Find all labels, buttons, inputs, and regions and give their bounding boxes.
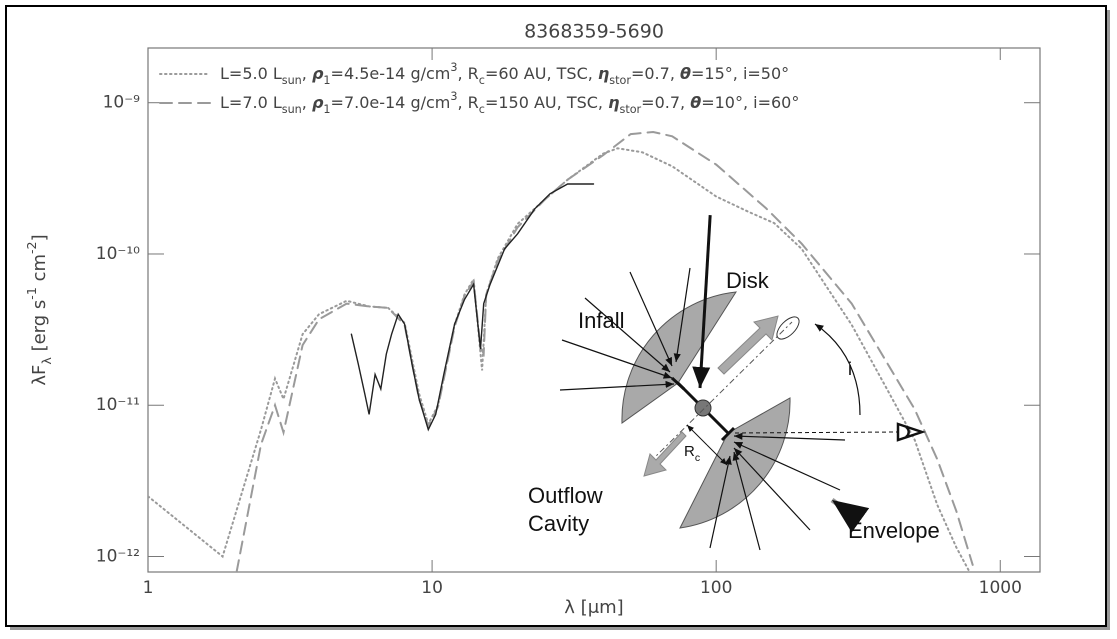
text-segment: =0.7, <box>631 64 680 83</box>
outflow-label: Outflow <box>528 483 603 508</box>
x-tick-label: 1 <box>143 578 154 598</box>
y-tick-label: 10⁻¹⁰ <box>96 244 140 264</box>
y-axis-label: λFλ [erg s-1 cm-2] <box>24 234 54 385</box>
text-segment: c <box>479 103 485 116</box>
text-segment: θ <box>690 93 701 112</box>
text-segment: -2 <box>24 241 39 254</box>
text-segment: , R <box>458 93 479 112</box>
text-segment: ] <box>29 234 50 241</box>
text-segment: λF <box>29 365 50 386</box>
x-tick-label: 1000 <box>979 578 1022 598</box>
frame <box>5 5 1107 627</box>
text-segment: 3 <box>450 61 457 74</box>
line-of-sight <box>734 431 899 434</box>
text-segment: =7.0e-14 g/cm <box>331 93 451 112</box>
star <box>694 399 712 417</box>
text-segment: c <box>695 452 700 464</box>
text-segment: L=7.0 L <box>220 93 282 112</box>
inclination-arc <box>814 323 861 416</box>
text-segment: η <box>608 93 619 112</box>
diagram: Infall Disk i Rc Outflow Cavity Envelope <box>528 215 940 551</box>
text-segment: 1 <box>323 103 330 116</box>
infall-label: Infall <box>578 308 624 333</box>
y-tick-label: 10⁻¹² <box>96 547 140 567</box>
text-segment: , <box>302 93 312 112</box>
envelope-lobe <box>679 397 791 529</box>
disk-edge <box>720 426 736 442</box>
infall-arrows <box>559 267 846 551</box>
legend-label: L=5.0 Lsun, ρ1=4.5e-14 g/cm3, Rc=60 AU, … <box>220 61 789 87</box>
rotation <box>776 316 800 340</box>
text-segment: =60 AU, TSC, <box>485 64 598 83</box>
text-segment: =150 AU, TSC, <box>485 93 608 112</box>
text-segment: η <box>598 64 609 83</box>
plot-area <box>147 47 1041 573</box>
text-segment: ρ <box>312 64 324 83</box>
series-line <box>350 183 595 432</box>
text-segment: =10°, i=60° <box>701 93 799 112</box>
text-segment: θ <box>680 64 691 83</box>
text-segment: =4.5e-14 g/cm <box>331 64 451 83</box>
x-tick-label: 100 <box>700 578 732 598</box>
text-segment: 3 <box>450 90 457 103</box>
text-segment: sun <box>282 103 302 116</box>
outflow-arrow <box>643 431 687 477</box>
disk-pointer <box>692 215 712 389</box>
disk-label: Disk <box>726 268 770 293</box>
radius-label: Rc <box>684 443 700 464</box>
text-segment: λ <box>39 357 54 365</box>
series-line <box>235 130 974 572</box>
y-tick-label: 10⁻¹¹ <box>96 395 140 415</box>
envelope-label: Envelope <box>848 518 940 543</box>
radius-arrow <box>706 444 728 466</box>
text-segment: -1 <box>24 287 39 300</box>
x-tick-label: 10 <box>421 578 443 598</box>
text-segment: =0.7, <box>641 93 690 112</box>
text-segment: ρ <box>312 93 324 112</box>
text-segment: R <box>684 443 695 460</box>
text-segment: [erg s <box>29 300 50 357</box>
plot <box>148 130 974 572</box>
series-line <box>148 147 971 572</box>
text-segment: =15°, i=50° <box>691 64 789 83</box>
text-segment: stor <box>619 103 641 116</box>
text-segment: L=5.0 L <box>220 64 282 83</box>
legend-label: L=7.0 Lsun, ρ1=7.0e-14 g/cm3, Rc=150 AU,… <box>220 90 799 116</box>
text-segment: , R <box>458 64 479 83</box>
disk-edge <box>670 376 686 391</box>
outflow-arrow <box>717 315 779 375</box>
text-segment: sun <box>282 74 302 87</box>
y-tick-label: 10⁻⁹ <box>103 93 141 113</box>
text-segment: c <box>479 74 485 87</box>
text-segment: 1 <box>323 74 330 87</box>
radius-arrow <box>686 424 708 446</box>
envelope-pointer <box>830 497 870 533</box>
inclination-label: i <box>848 359 852 379</box>
eye <box>896 422 926 442</box>
x-axis-label: λ [μm] <box>564 597 623 618</box>
chart-title: 8368359-5690 <box>524 21 664 43</box>
text-segment: , <box>302 64 312 83</box>
text-segment: stor <box>609 74 631 87</box>
axis-line <box>649 321 793 463</box>
text-segment: cm <box>29 254 50 287</box>
outflow-label: Cavity <box>528 511 589 536</box>
